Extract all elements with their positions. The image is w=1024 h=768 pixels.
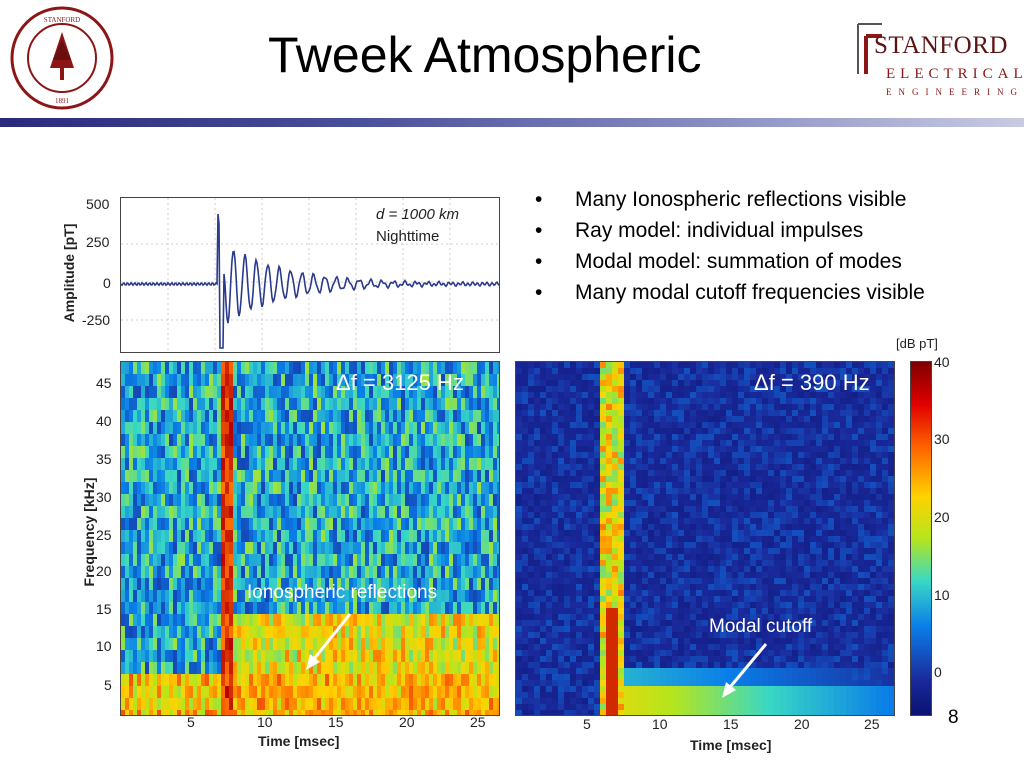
waveform-annotation-nighttime: Nighttime (376, 228, 440, 245)
spectrogram-left-ytick: 15 (96, 601, 112, 617)
spectrogram-right-image (516, 362, 894, 715)
colorbar-tick: 0 (934, 664, 942, 680)
spectrogram-left-xtick: 10 (257, 714, 273, 730)
spectrogram-left-ytick: 30 (96, 489, 112, 505)
colorbar-tick: 30 (934, 431, 950, 447)
spectrogram-right-xtick: 25 (864, 716, 880, 732)
spectrogram-left-xtick: 5 (187, 714, 195, 730)
spectrogram-right-xtick: 20 (794, 716, 810, 732)
colorbar-tick: 40 (934, 354, 950, 370)
page-number: 8 (948, 707, 959, 728)
stanford-ee-logo: STANFORD ELECTRICAL ENGINEERING (856, 22, 1023, 104)
colorbar-tick: 20 (934, 509, 950, 525)
modal-cutoff-annotation: Modal cutoff (709, 616, 813, 637)
bullet-list: Many Ionospheric reflections visible Ray… (535, 184, 925, 308)
spectrogram-left-xtick: 15 (328, 714, 344, 730)
spectrogram-left-xtick: 20 (399, 714, 415, 730)
bullet-item: Modal model: summation of modes (535, 246, 925, 277)
colorbar (910, 361, 932, 716)
spectrogram-right-label: Δf = 390 Hz (754, 370, 870, 395)
spectrogram-right-xtick: 10 (652, 716, 668, 732)
spectrogram-left-ytick: 10 (96, 638, 112, 654)
spectrogram-left-ytick: 25 (96, 527, 112, 543)
slide-title: Tweek Atmospheric (268, 27, 702, 83)
spectrogram-left-ytick: 20 (96, 563, 112, 579)
spectrogram-left-label: Δf = 3125 Hz (336, 370, 464, 395)
arrow-icon (306, 613, 352, 670)
logo-stanford-text: STANFORD (874, 32, 1008, 59)
spectrogram-left-image (121, 362, 499, 715)
arrow-icon (722, 643, 768, 698)
spectrogram-right: Δf = 390 Hz (515, 361, 895, 716)
waveform-ytick: 0 (103, 275, 111, 291)
spectrogram-left-ytick: 35 (96, 451, 112, 467)
svg-text:1891: 1891 (55, 97, 70, 105)
waveform-ytick: -250 (82, 312, 111, 328)
svg-text:STANFORD: STANFORD (44, 16, 80, 24)
spectrogram-left-ylabel: Frequency [kHz] (81, 477, 97, 587)
spectrogram-left-ytick: 40 (96, 413, 112, 429)
spectrogram-left-ytick: 45 (96, 375, 112, 391)
stanford-seal-logo: STANFORD 1891 (10, 6, 114, 110)
bullet-item: Many Ionospheric reflections visible (535, 184, 925, 215)
logo-electrical-text: ELECTRICAL (886, 66, 1024, 82)
spectrogram-left-xtick: 25 (470, 714, 486, 730)
header-rule (0, 118, 1024, 127)
logo-engineering-text: ENGINEERING (886, 87, 1024, 97)
ionospheric-reflections-annotation: Ionospheric reflections (247, 582, 438, 603)
waveform-ylabel: Amplitude [pT] (61, 223, 77, 323)
waveform-ytick: 250 (86, 234, 110, 250)
waveform-annotation-distance: d = 1000 km (376, 206, 459, 223)
colorbar-unit: [dB pT] (896, 336, 938, 351)
spectrogram-left-ytick: 5 (104, 677, 112, 693)
spectrogram-right-xtick: 15 (723, 716, 739, 732)
bullet-item: Many modal cutoff frequencies visible (535, 277, 925, 308)
spectrogram-right-xlabel: Time [msec] (690, 737, 772, 753)
spectrogram-left-xlabel: Time [msec] (258, 733, 340, 749)
spectrogram-right-xtick: 5 (583, 716, 591, 732)
logo-bracket-icon (857, 23, 882, 74)
waveform-plot: d = 1000 km Nighttime (120, 197, 500, 353)
spectrogram-left: Δf = 3125 Hz (120, 361, 500, 716)
bullet-item: Ray model: individual impulses (535, 215, 925, 246)
waveform-trace (120, 198, 500, 352)
colorbar-tick: 10 (934, 587, 950, 603)
waveform-ytick: 500 (86, 196, 110, 212)
